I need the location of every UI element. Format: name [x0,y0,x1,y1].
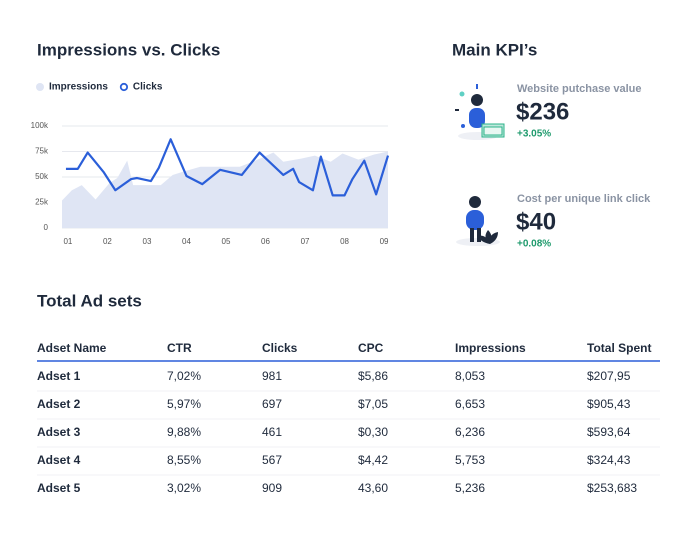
column-header: Impressions [455,341,526,355]
kpi-change: +3.05% [517,129,551,140]
column-header: CTR [167,341,192,355]
cell: 7,02% [167,369,201,383]
cell: 8,053 [455,369,485,383]
x-tick-label: 03 [143,237,152,246]
cell: 8,55% [167,453,201,467]
cell: $253,683 [587,481,637,495]
kpi-label: Website putchase value [517,83,642,95]
y-tick-label: 100k [31,121,49,130]
x-tick-label: 09 [380,237,389,246]
x-tick-label: 08 [340,237,349,246]
cell: 6,236 [455,425,485,439]
row-name: Adset 4 [37,453,81,467]
y-tick-label: 25k [35,198,49,207]
cell: 5,236 [455,481,485,495]
cell: 697 [262,397,282,411]
cell: 6,653 [455,397,485,411]
legend-label: Clicks [133,82,163,93]
x-tick-label: 06 [261,237,270,246]
x-tick-label: 05 [222,237,231,246]
column-header: CPC [358,341,384,355]
cell: $0,30 [358,425,388,439]
cell: 5,753 [455,453,485,467]
kpi-icon-2 [456,196,500,246]
cell: $593,64 [587,425,631,439]
legend-label: Impressions [49,82,108,93]
table-title: Total Ad sets [37,291,142,310]
kpi-label: Cost per unique link click [517,193,651,205]
cell: $324,43 [587,453,631,467]
cell: $4,42 [358,453,388,467]
x-tick-label: 02 [103,237,112,246]
column-header: Adset Name [37,341,107,355]
row-name: Adset 1 [37,369,81,383]
kpi-value: $40 [516,208,556,235]
legend-marker [119,82,129,92]
row-name: Adset 5 [37,481,81,495]
line [65,138,390,197]
kpi-value: $236 [516,98,569,125]
cell: $207,95 [587,369,631,383]
kpi-icon-1 [455,84,505,140]
cell: 461 [262,425,282,439]
y-tick-label: 50k [35,172,49,181]
cell: 981 [262,369,282,383]
cell: $5,86 [358,369,388,383]
y-tick-label: 0 [44,223,49,232]
cell: 3,02% [167,481,201,495]
cell: 567 [262,453,282,467]
y-tick-label: 75k [35,147,49,156]
x-tick-label: 01 [63,237,72,246]
column-header: Total Spent [587,341,651,355]
cell: 9,88% [167,425,201,439]
cell: $7,05 [358,397,388,411]
chart-title: Impressions vs. Clicks [37,40,220,59]
legend-marker [36,83,44,91]
cell: 909 [262,481,282,495]
area [62,151,388,228]
cell: 5,97% [167,397,201,411]
kpi-change: +0.08% [517,239,551,250]
cell: 43,60 [358,481,388,495]
column-header: Clicks [262,341,298,355]
row-name: Adset 3 [37,425,81,439]
row-name: Adset 2 [37,397,81,411]
x-tick-label: 04 [182,237,191,246]
kpi-title: Main KPI’s [452,40,537,59]
cell: $905,43 [587,397,631,411]
x-tick-label: 07 [301,237,310,246]
